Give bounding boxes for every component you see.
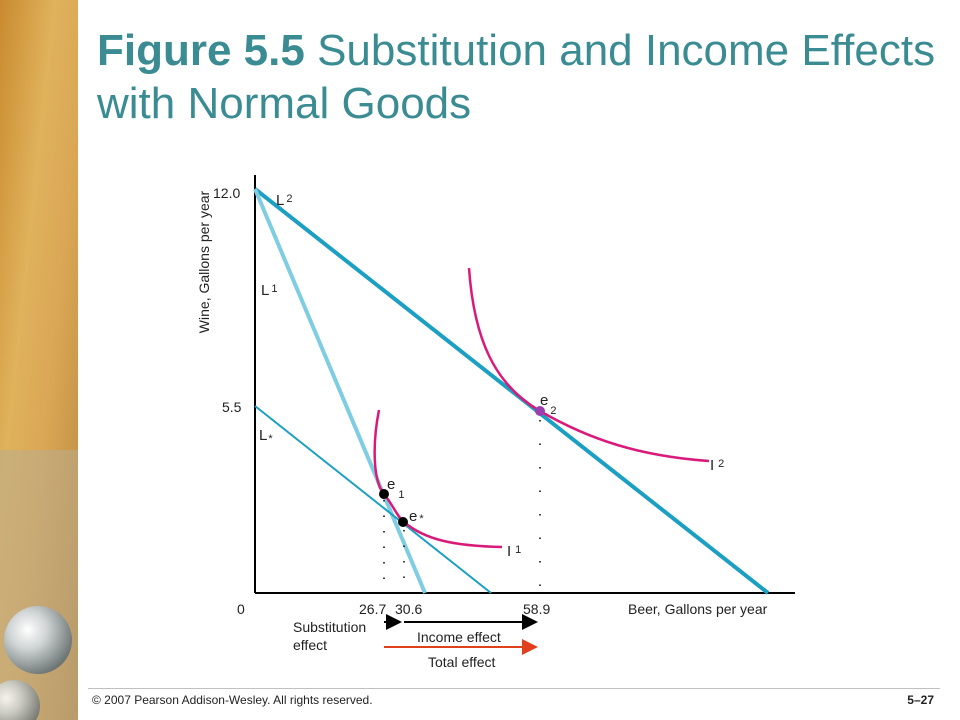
page-title: Figure 5.5 Substitution and Income Effec… (97, 24, 937, 130)
x-tick-58-9: 58.9 (523, 601, 550, 617)
budget-line-Lstar (254, 405, 492, 594)
x-tick-0: 0 (237, 601, 245, 617)
label-Lstar: L* (259, 427, 273, 445)
footer-page-number: 5–27 (907, 693, 934, 707)
x-tick-26-7: 26.7 (359, 601, 386, 617)
label-e1: e1 (387, 476, 404, 501)
footer-divider (88, 688, 940, 689)
footer-copyright: © 2007 Pearson Addison-Wesley. All right… (92, 693, 373, 707)
budget-line-L2 (253, 187, 770, 595)
substitution-effect-label: Substitution effect (293, 619, 370, 653)
x-tick-30-6: 30.6 (395, 601, 422, 617)
label-estar: e * (409, 508, 424, 525)
figure-title: Substitution and Income Effects with Nor… (97, 26, 936, 128)
substitution-line-1: Substitution (293, 619, 366, 635)
total-effect-label: Total effect (428, 654, 496, 670)
income-effect-label: Income effect (417, 629, 501, 645)
budget-line-L1 (253, 188, 427, 594)
point-estar (398, 517, 408, 527)
indifference-curve-I1 (373, 409, 503, 549)
point-e1 (379, 489, 389, 499)
substitution-line-2: effect (293, 637, 327, 653)
marble-image (4, 606, 72, 674)
point-e2 (535, 406, 545, 416)
y-axis-label: Wine, Gallons per year (196, 190, 212, 333)
label-e2: e2 (540, 392, 556, 417)
y-tick-5-5: 5.5 (222, 399, 242, 415)
indifference-curve-I2 (467, 267, 710, 463)
decorative-sidebar (0, 0, 78, 720)
figure-number: Figure 5.5 (97, 26, 305, 75)
x-axis-label: Beer, Gallons per year (628, 601, 768, 617)
y-tick-12: 12.0 (213, 185, 240, 201)
